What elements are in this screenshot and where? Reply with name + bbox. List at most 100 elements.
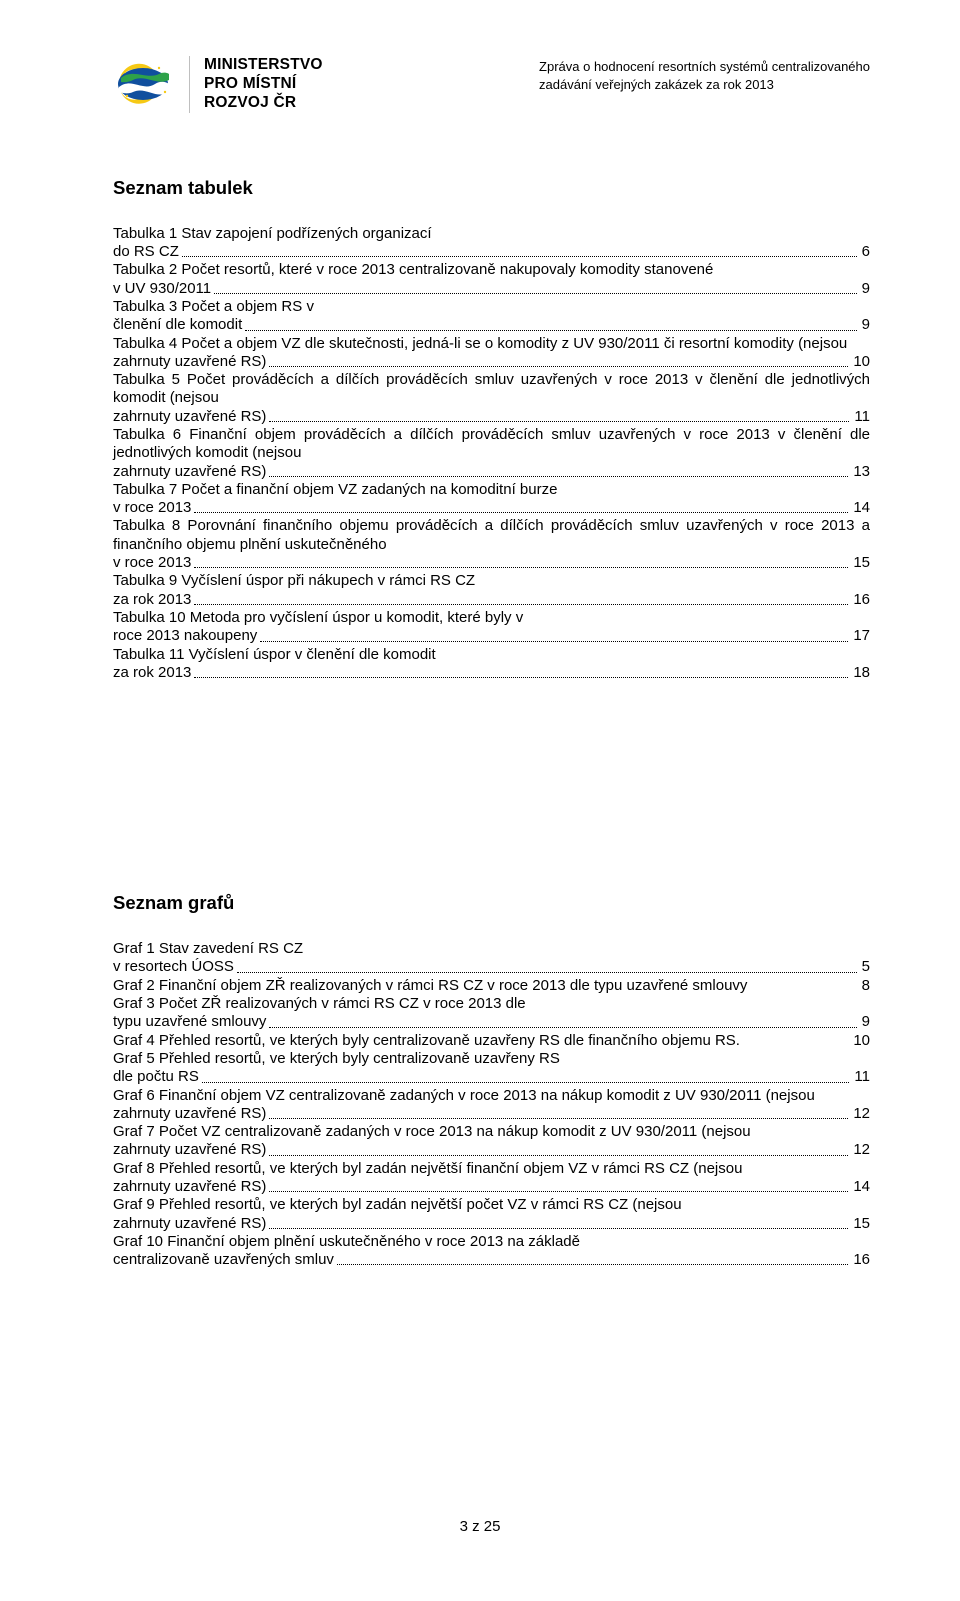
tables-toc-entry-10-label-head: Tabulka 11 Vyčíslení úspor v členění dle… — [113, 646, 870, 664]
graphs-toc-entry-7-row: zahrnuty uzavřené RS)14 — [113, 1178, 870, 1196]
tables-section-title: Seznam tabulek — [113, 177, 870, 199]
dot-leader-icon — [237, 971, 857, 973]
tables-toc-entry-6-label: v roce 2013 — [113, 499, 191, 517]
graphs-toc: Graf 1 Stav zavedení RS CZv resortech ÚO… — [113, 940, 870, 1269]
tables-toc-entry-3-row: zahrnuty uzavřené RS)10 — [113, 353, 870, 371]
logo-emblem-icon — [113, 62, 179, 106]
graphs-toc-entry-8: Graf 9 Přehled resortů, ve kterých byl z… — [113, 1196, 870, 1233]
tables-toc-entry-7-page: 15 — [851, 554, 870, 572]
graphs-section-title: Seznam grafů — [113, 892, 870, 914]
tables-toc-entry-1-row: v UV 930/20119 — [113, 280, 870, 298]
dot-leader-icon — [194, 603, 848, 605]
dot-leader-icon — [194, 566, 848, 568]
dot-leader-icon — [245, 329, 856, 331]
graphs-toc-entry-3: Graf 4 Přehled resortů, ve kterých byly … — [113, 1032, 870, 1050]
graphs-toc-entry-7-label-head: Graf 8 Přehled resortů, ve kterých byl z… — [113, 1160, 870, 1178]
graphs-toc-entry-5: Graf 6 Finanční objem VZ centralizovaně … — [113, 1087, 870, 1124]
graphs-toc-entry-0-label: v resortech ÚOSS — [113, 958, 234, 976]
ministry-line-1: MINISTERSTVO — [204, 56, 323, 75]
ministry-name: MINISTERSTVO PRO MÍSTNÍ ROZVOJ ČR — [189, 56, 323, 113]
tables-toc-entry-0-row: do RS CZ6 — [113, 243, 870, 261]
tables-toc-entry-8-label-head: Tabulka 9 Vyčíslení úspor při nákupech v… — [113, 572, 870, 590]
report-title-line-2: zadávání veřejných zakázek za rok 2013 — [539, 76, 870, 94]
graphs-toc-entry-6: Graf 7 Počet VZ centralizovaně zadaných … — [113, 1123, 870, 1160]
dot-leader-icon — [202, 1081, 850, 1083]
tables-toc-entry-1-label-head: Tabulka 2 Počet resortů, které v roce 20… — [113, 261, 870, 279]
report-title-line-1: Zpráva o hodnocení resortních systémů ce… — [539, 58, 870, 76]
tables-toc-entry-5-row: zahrnuty uzavřené RS)13 — [113, 463, 870, 481]
graphs-toc-entry-5-label: zahrnuty uzavřené RS) — [113, 1105, 266, 1123]
tables-toc-entry-2: Tabulka 3 Počet a objem RS včlenění dle … — [113, 298, 870, 335]
graphs-toc-entry-2: Graf 3 Počet ZŘ realizovaných v rámci RS… — [113, 995, 870, 1032]
tables-toc-entry-8-page: 16 — [851, 591, 870, 609]
graphs-toc-entry-2-page: 9 — [860, 1013, 870, 1031]
tables-toc-entry-3: Tabulka 4 Počet a objem VZ dle skutečnos… — [113, 335, 870, 372]
graphs-toc-entry-3-row: Graf 4 Přehled resortů, ve kterých byly … — [113, 1032, 870, 1050]
tables-toc-entry-2-row: členění dle komodit9 — [113, 316, 870, 334]
graphs-toc-entry-4-row: dle počtu RS11 — [113, 1068, 870, 1086]
tables-toc-entry-4-label: zahrnuty uzavřené RS) — [113, 408, 266, 426]
tables-toc-entry-1: Tabulka 2 Počet resortů, které v roce 20… — [113, 261, 870, 298]
graphs-toc-entry-2-label-head: Graf 3 Počet ZŘ realizovaných v rámci RS… — [113, 995, 870, 1013]
page: MINISTERSTVO PRO MÍSTNÍ ROZVOJ ČR Zpráva… — [0, 0, 960, 1601]
graphs-toc-entry-5-page: 12 — [851, 1105, 870, 1123]
graphs-toc-entry-8-row: zahrnuty uzavřené RS)15 — [113, 1215, 870, 1233]
dot-leader-icon — [194, 511, 848, 513]
tables-toc-entry-2-page: 9 — [860, 316, 870, 334]
dot-leader-icon — [194, 676, 848, 678]
dot-leader-icon — [269, 1117, 848, 1119]
graphs-toc-entry-5-label-head: Graf 6 Finanční objem VZ centralizovaně … — [113, 1087, 870, 1105]
graphs-toc-entry-8-page: 15 — [851, 1215, 870, 1233]
graphs-toc-entry-4-page: 11 — [852, 1068, 870, 1086]
tables-toc-entry-0: Tabulka 1 Stav zapojení podřízených orga… — [113, 225, 870, 262]
tables-toc-entry-0-page: 6 — [860, 243, 870, 261]
ministry-logo: MINISTERSTVO PRO MÍSTNÍ ROZVOJ ČR — [113, 56, 323, 113]
section-spacer — [113, 682, 870, 892]
dot-leader-icon — [214, 292, 857, 294]
graphs-toc-entry-9-page: 16 — [851, 1251, 870, 1269]
tables-toc-entry-6: Tabulka 7 Počet a finanční objem VZ zada… — [113, 481, 870, 518]
graphs-toc-entry-0-row: v resortech ÚOSS 5 — [113, 958, 870, 976]
dot-leader-icon — [269, 475, 848, 477]
tables-toc-entry-10: Tabulka 11 Vyčíslení úspor v členění dle… — [113, 646, 870, 683]
graphs-toc-entry-6-label-head: Graf 7 Počet VZ centralizovaně zadaných … — [113, 1123, 870, 1141]
graphs-toc-entry-1: Graf 2 Finanční objem ZŘ realizovaných v… — [113, 977, 870, 995]
tables-toc-entry-9-row: roce 2013 nakoupeny17 — [113, 627, 870, 645]
tables-toc-entry-7: Tabulka 8 Porovnání finančního objemu pr… — [113, 517, 870, 572]
dot-leader-icon — [337, 1263, 848, 1265]
dot-leader-icon — [182, 255, 857, 257]
dot-leader-icon — [269, 1154, 848, 1156]
dot-leader-icon — [269, 365, 848, 367]
tables-toc-entry-10-label: za rok 2013 — [113, 664, 191, 682]
tables-toc-entry-10-page: 18 — [851, 664, 870, 682]
tables-toc-entry-6-row: v roce 2013 14 — [113, 499, 870, 517]
graphs-toc-entry-2-row: typu uzavřené smlouvy9 — [113, 1013, 870, 1031]
tables-toc-entry-9: Tabulka 10 Metoda pro vyčíslení úspor u … — [113, 609, 870, 646]
graphs-toc-entry-1-label: Graf 2 Finanční objem ZŘ realizovaných v… — [113, 977, 860, 995]
tables-toc-entry-3-label-head: Tabulka 4 Počet a objem VZ dle skutečnos… — [113, 335, 870, 353]
dot-leader-icon — [269, 420, 849, 422]
graphs-toc-entry-6-page: 12 — [851, 1141, 870, 1159]
tables-toc-entry-2-label-head: Tabulka 3 Počet a objem RS v — [113, 298, 870, 316]
graphs-toc-entry-0-page: 5 — [860, 958, 870, 976]
tables-toc-entry-7-label: v roce 2013 — [113, 554, 191, 572]
tables-toc-entry-3-label: zahrnuty uzavřené RS) — [113, 353, 266, 371]
tables-toc-entry-4-label-head: Tabulka 5 Počet prováděcích a dílčích pr… — [113, 371, 870, 408]
tables-toc-entry-1-label: v UV 930/2011 — [113, 280, 211, 298]
tables-toc-entry-6-page: 14 — [851, 499, 870, 517]
dot-leader-icon — [269, 1227, 848, 1229]
graphs-toc-entry-7: Graf 8 Přehled resortů, ve kterých byl z… — [113, 1160, 870, 1197]
tables-toc-entry-5-page: 13 — [851, 463, 870, 481]
dot-leader-icon — [269, 1026, 856, 1028]
ministry-line-2: PRO MÍSTNÍ — [204, 75, 323, 94]
tables-toc-entry-8: Tabulka 9 Vyčíslení úspor při nákupech v… — [113, 572, 870, 609]
graphs-toc-entry-6-row: zahrnuty uzavřené RS)12 — [113, 1141, 870, 1159]
page-header: MINISTERSTVO PRO MÍSTNÍ ROZVOJ ČR Zpráva… — [113, 56, 870, 113]
report-title: Zpráva o hodnocení resortních systémů ce… — [539, 56, 870, 93]
page-footer: 3 z 25 — [0, 1518, 960, 1535]
tables-toc-entry-4-page: 11 — [852, 408, 870, 426]
tables-toc-entry-9-label: roce 2013 nakoupeny — [113, 627, 257, 645]
tables-toc-entry-7-label-head: Tabulka 8 Porovnání finančního objemu pr… — [113, 517, 870, 554]
graphs-toc-entry-0: Graf 1 Stav zavedení RS CZv resortech ÚO… — [113, 940, 870, 977]
tables-toc-entry-7-row: v roce 2013 15 — [113, 554, 870, 572]
